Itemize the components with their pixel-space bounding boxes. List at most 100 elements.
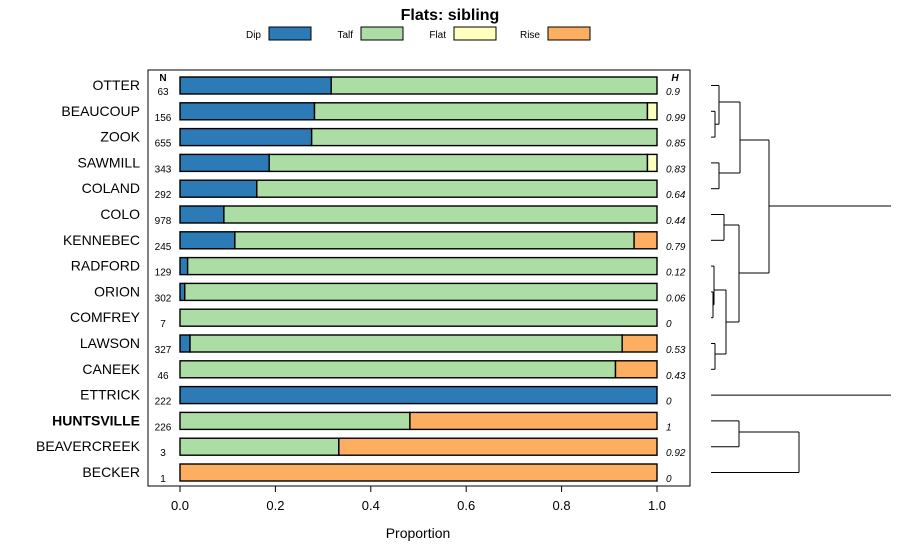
legend: Dip Talf Flat Rise [246,26,591,41]
chart-title: Flats: sibling [401,7,500,24]
bar-segment-flat [646,102,658,121]
bar-segment-talf [189,334,623,353]
bar-rows: N H OTTER 63 0.9 BEAUCOUP 156 0.99 ZOOK 655 0.85 SA… [36,73,686,485]
bar-row: BEAVERCREEK 3 0.92 [36,437,686,459]
bar-segment-talf [179,411,411,431]
bar-segment-talf [310,127,658,147]
category-label: LAWSON [80,335,140,351]
category-label: COMFREY [70,309,141,325]
h-value: 0.92 [666,448,686,459]
n-value: 46 [157,371,169,382]
n-value: 655 [155,139,172,150]
bar-segment-rise [409,411,658,431]
x-tick-label: 0.8 [553,498,571,513]
bar-segment-rise [179,463,658,482]
h-value: 0.64 [666,190,686,201]
bar-segment-talf [313,102,649,121]
h-column-header: H [671,73,679,84]
h-value: 0.43 [666,371,686,382]
bar-segment-dip [179,102,316,121]
bar-segment-talf [256,179,658,198]
category-label: ETTRICK [80,387,141,403]
bar-segment-talf [330,76,658,95]
h-value: 0.85 [666,139,686,150]
dendrogram [711,85,891,473]
n-value: 978 [155,216,172,227]
n-value: 3 [160,448,166,459]
bar-segment-dip [179,334,191,353]
h-value: 0.79 [666,242,686,253]
category-label: SAWMILL [78,154,141,170]
h-value: 0 [666,474,672,485]
legend-swatch [360,26,404,41]
x-tick-label: 0.0 [171,498,189,513]
bar-segment-dip [179,127,313,147]
n-value: 129 [155,268,172,279]
bar-segment-rise [338,437,658,456]
bar-segment-dip [179,282,186,302]
n-value: 245 [155,242,172,253]
x-axis: 0.0 0.2 0.4 0.6 0.8 1.0 [171,486,666,513]
category-label: BEAVERCREEK [36,438,141,454]
bar-row: CANEEK 46 0.43 [82,360,686,382]
legend-label: Flat [429,30,446,41]
bar-row: COLO 978 0.44 [100,205,686,227]
bar-segment-talf [268,153,649,173]
bar-row: BECKER 1 0 [82,463,672,485]
bar-row: KENNEBEC 245 0.79 [63,231,686,253]
bar-segment-talf [179,437,340,456]
h-value: 0.99 [666,113,686,124]
bar-segment-rise [621,334,658,353]
n-value: 292 [155,190,172,201]
n-value: 63 [157,87,169,98]
n-column-header: N [159,73,166,84]
legend-swatch [268,26,312,41]
bar-row: HUNTSVILLE 226 1 [52,411,672,433]
bar-segment-dip [179,205,225,224]
category-label: KENNEBEC [63,232,140,248]
h-value: 0.44 [666,216,686,227]
h-value: 0.12 [666,268,686,279]
bar-segment-talf [179,360,617,379]
legend-label: Dip [246,30,261,41]
category-label: COLO [100,206,140,222]
h-value: 0.83 [666,164,686,175]
bar-segment-talf [186,256,658,276]
bar-row: SAWMILL 343 0.83 [78,153,686,175]
h-value: 0.9 [666,87,680,98]
x-axis-label: Proportion [386,525,451,541]
bar-row: COMFREY 7 0 [70,308,672,330]
n-value: 343 [155,164,172,175]
category-label: ORION [94,283,140,299]
x-tick-label: 1.0 [648,498,666,513]
bar-row: OTTER 63 0.9 [93,76,680,98]
bar-row: COLAND 292 0.64 [82,179,686,201]
category-label: RADFORD [71,258,140,274]
legend-swatch [547,26,591,41]
h-value: 0 [666,319,672,330]
n-value: 7 [160,319,166,330]
bar-segment-dip [179,231,236,250]
bar-segment-dip [179,76,332,95]
category-label: BEAUCOUP [61,103,140,119]
n-value: 222 [155,397,172,408]
h-value: 0.06 [666,293,686,304]
category-label: BECKER [82,464,140,480]
legend-label: Rise [520,30,540,41]
bar-segment-rise [633,231,658,250]
category-label: CANEEK [82,361,140,377]
category-label: COLAND [82,180,140,196]
n-value: 226 [155,422,172,433]
bar-row: LAWSON 327 0.53 [80,334,686,356]
x-tick-label: 0.6 [457,498,475,513]
bar-segment-talf [234,231,635,250]
n-value: 327 [155,345,172,356]
n-value: 302 [155,293,172,304]
h-value: 1 [666,422,672,433]
h-value: 0.53 [666,345,686,356]
bar-row: BEAUCOUP 156 0.99 [61,102,686,124]
h-value: 0 [666,397,672,408]
x-tick-label: 0.2 [266,498,284,513]
bar-segment-talf [223,205,658,224]
bar-segment-dip [179,385,658,405]
